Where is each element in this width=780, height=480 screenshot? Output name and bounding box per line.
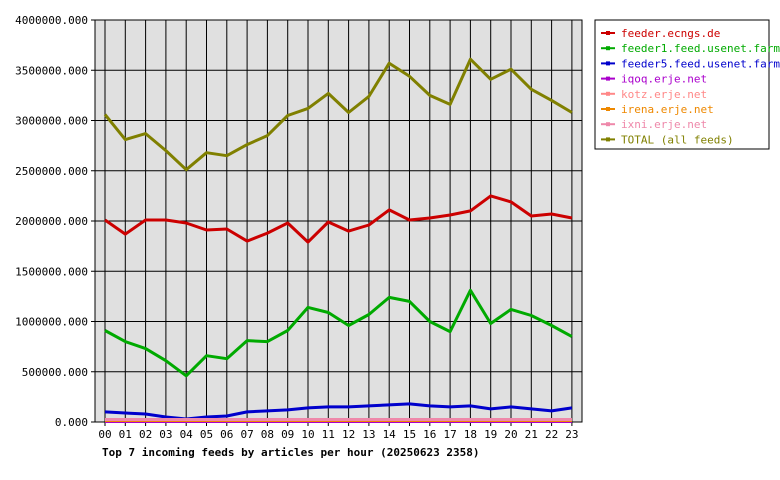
y-tick-label: 2500000.000 (15, 165, 88, 178)
x-tick-label: 22 (545, 428, 558, 441)
x-tick-label: 17 (443, 428, 456, 441)
x-tick-label: 09 (281, 428, 294, 441)
x-tick-label: 00 (98, 428, 111, 441)
x-tick-label: 15 (403, 428, 416, 441)
x-tick-label: 01 (119, 428, 132, 441)
x-tick-label: 16 (423, 428, 436, 441)
legend-marker (606, 61, 610, 66)
x-tick-label: 12 (342, 428, 355, 441)
y-axis-ticks: 0.000 500000.000 1000000.000 1500000.000 200… (15, 14, 95, 429)
legend-marker (606, 76, 610, 81)
x-axis-ticks: 00 01 02 03 04 05 06 07 08 09 10 11 12 13 14 15 16 17 18 19… (98, 422, 579, 441)
chart-title: Top 7 incoming feeds by articles per hou… (102, 446, 480, 459)
x-tick-label: 07 (240, 428, 253, 441)
series-line (103, 57, 573, 172)
y-tick-label: 1500000.000 (15, 265, 88, 278)
y-tick-label: 1000000.000 (15, 316, 88, 329)
legend-label: feeder.ecngs.de (621, 27, 720, 40)
x-tick-label: 08 (261, 428, 274, 441)
legend-marker (606, 137, 610, 142)
x-tick-label: 14 (383, 428, 397, 441)
x-tick-label: 05 (200, 428, 213, 441)
x-tick-label: 02 (139, 428, 152, 441)
y-tick-label: 3500000.000 (15, 64, 88, 77)
y-tick-label: 3000000.000 (15, 115, 88, 128)
x-tick-label: 13 (362, 428, 375, 441)
legend-marker (606, 122, 610, 127)
x-tick-label: 19 (484, 428, 497, 441)
legend-marker (606, 46, 610, 51)
legend-label: irena.erje.net (621, 103, 714, 116)
x-tick-label: 04 (180, 428, 194, 441)
legend-label: TOTAL (all feeds) (621, 133, 734, 146)
legend: feeder.ecngs.de feeder1.feed.usenet.farm f… (601, 27, 780, 146)
legend-label: ixni.erje.net (621, 118, 707, 131)
x-tick-label: 23 (565, 428, 578, 441)
x-tick-label: 06 (220, 428, 233, 441)
y-tick-label: 0.000 (55, 416, 88, 429)
legend-label: feeder1.feed.usenet.farm (621, 42, 780, 55)
x-tick-label: 20 (504, 428, 517, 441)
legend-marker (606, 91, 610, 96)
legend-label: kotz.erje.net (621, 88, 707, 101)
series-line (104, 288, 573, 378)
legend-box (594, 19, 770, 150)
x-tick-label: 11 (322, 428, 335, 441)
legend-marker (606, 31, 610, 35)
series-lines (103, 57, 573, 423)
series-line (104, 194, 573, 244)
legend-marker (606, 107, 610, 111)
x-tick-label: 18 (464, 428, 477, 441)
x-tick-label: 03 (159, 428, 172, 441)
x-tick-label: 21 (525, 428, 538, 441)
legend-label: feeder5.feed.usenet.farm (621, 57, 780, 70)
y-tick-label: 2000000.000 (15, 215, 88, 228)
legend-label: iqoq.erje.net (621, 73, 707, 86)
y-tick-label: 500000.000 (22, 366, 88, 379)
x-tick-label: 10 (301, 428, 314, 441)
y-tick-label: 4000000.000 (15, 14, 88, 27)
